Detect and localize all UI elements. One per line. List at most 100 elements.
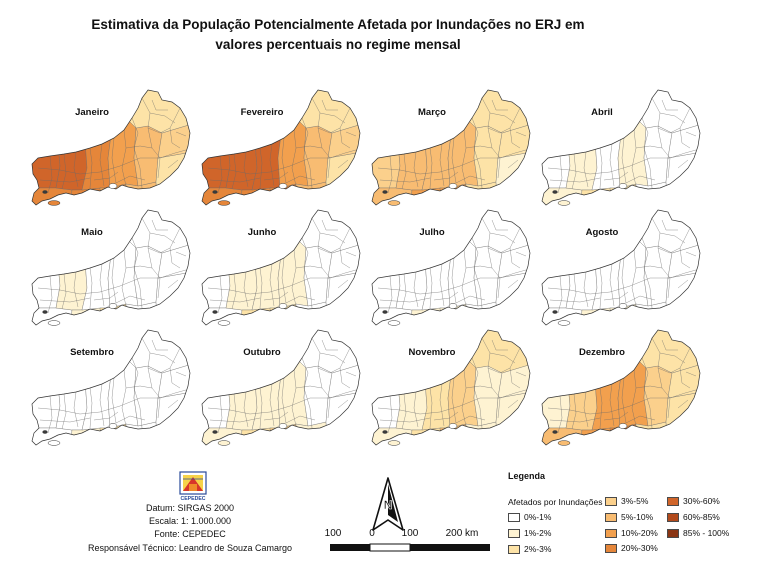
municipal-border [131,237,143,309]
municipal-border [149,112,176,124]
municipal-border [301,357,313,429]
municipality-zone [542,427,583,445]
municipality-zone [251,127,283,191]
municipal-border [39,417,91,423]
municipality-zone [635,301,669,325]
municipal-border [295,265,323,269]
municipal-border [61,393,67,430]
municipal-border [99,397,160,413]
municipal-border [461,249,467,307]
municipal-border [377,287,441,295]
municipal-border [679,247,691,269]
municipal-border [547,167,611,175]
municipality-zone [155,151,190,205]
credit-datum: Datum: SIRGAS 2000 [145,503,235,513]
month-map-5: Maio [31,209,191,326]
month-label: Fevereiro [241,107,284,118]
municipal-border [61,153,67,190]
municipal-border [439,157,500,173]
month-map-7: Julho [371,209,531,326]
municipal-border [131,357,143,429]
municipal-border [169,247,181,269]
municipality-zone [202,427,243,445]
legend-swatch [508,545,520,554]
municipal-border [37,167,101,175]
municipal-border [499,149,527,159]
municipal-border [433,171,459,181]
lake [552,190,558,194]
legend-swatch [605,529,617,538]
municipal-border [319,112,346,124]
municipality-zone [465,181,499,205]
cepedec-logo: CEPEDEC [179,471,207,502]
lake [552,430,558,434]
municipal-border [317,347,351,374]
municipal-border [291,129,297,187]
monthly-maps-grid: Janeiro Fevereiro Março Abril Maio Junho Julho… [31,89,701,446]
municipal-border [207,287,271,295]
municipal-border [549,297,601,303]
municipal-border [657,347,691,374]
municipal-border [429,267,433,309]
municipal-border [377,407,441,415]
title-line-1: Estimativa da População Potencialmente A… [91,17,585,32]
municipality-zone [635,181,669,205]
month-label: Abril [591,107,613,118]
municipal-border [507,279,519,289]
state-outline [31,209,191,326]
municipal-border [509,367,521,389]
lake [42,430,48,434]
municipal-border [169,127,181,149]
state-outline [541,329,701,446]
municipalities [202,330,360,445]
municipal-border [317,227,351,254]
municipality-zone [32,427,73,445]
municipal-border [433,411,459,421]
municipal-border [685,371,697,377]
municipal-border [609,277,670,293]
legend-label: 60%-85% [683,512,720,522]
credit-source: Fonte: CEPEDEC [154,529,226,539]
municipality-zone [542,307,583,325]
legend-swatch [508,513,520,522]
municipal-border [259,267,263,309]
municipal-border [147,247,161,299]
municipal-border [99,157,160,173]
municipality-zone [591,127,623,191]
municipal-border [339,127,351,149]
legend-label: 2%-3% [524,544,552,554]
municipality-zone [325,151,360,205]
legend-label: 0%-1% [524,512,552,522]
legend-item: 5%-10% [605,512,653,523]
municipal-border [337,399,349,409]
legend-swatch [605,544,617,553]
municipality-zone [665,271,700,325]
municipal-border [61,273,67,310]
municipality-zone [32,262,61,309]
municipality-zone [295,301,329,325]
municipalities [372,210,530,325]
municipal-border [657,127,671,179]
municipal-border [169,367,181,389]
month-map-11: Novembro [371,329,531,446]
municipal-border [269,383,275,427]
municipality-zone [635,421,669,445]
lake [212,190,218,194]
month-map-12: Dezembro [541,329,701,446]
municipal-border [99,277,160,293]
municipality-zone [495,151,530,205]
municipal-border [379,297,431,303]
municipal-border [339,247,351,269]
legend-item: 60%-85% [667,512,720,523]
municipality-zone [565,139,598,191]
north-arrow-icon: N [372,477,404,531]
municipal-border [47,395,53,434]
state-outline [31,89,191,206]
island [217,320,231,326]
credit-scale: Escala: 1: 1.000.000 [148,516,232,526]
municipal-border [487,127,501,179]
municipal-border [635,385,663,389]
municipal-border [685,131,697,137]
lake [382,190,388,194]
bay [448,183,458,189]
